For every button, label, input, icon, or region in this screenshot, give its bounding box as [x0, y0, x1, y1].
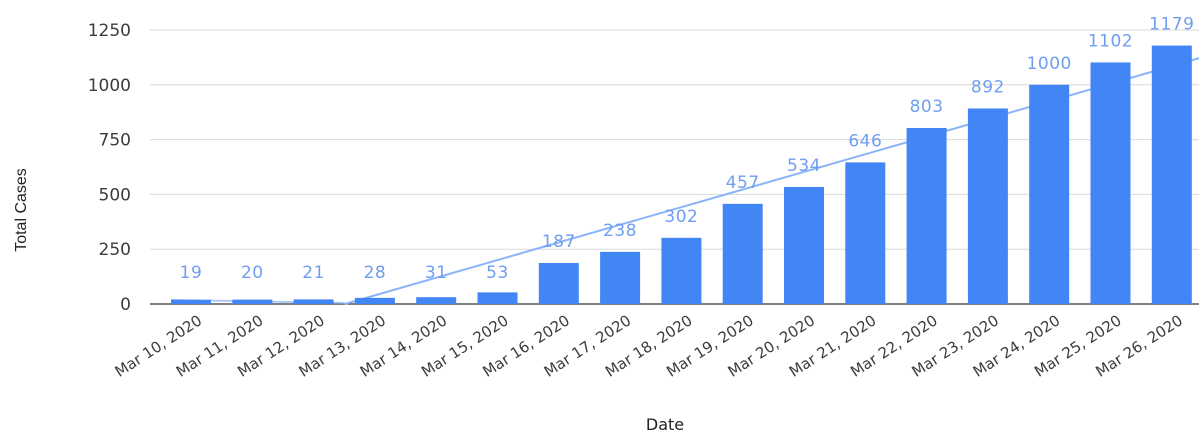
bar — [600, 251, 641, 304]
data-label: 646 — [848, 131, 882, 151]
data-label: 803 — [910, 97, 944, 117]
data-labels: 19 20 21 28 31 53 187 238 302 457 534 646 803 892 1000… — [180, 15, 1194, 283]
bar — [416, 297, 457, 304]
gridlines — [150, 29, 1199, 305]
y-tick-label: 0 — [120, 295, 131, 315]
data-label: 302 — [664, 207, 698, 227]
bar — [845, 162, 886, 304]
data-label: 187 — [542, 232, 576, 252]
bar — [784, 186, 824, 304]
bar — [722, 203, 763, 304]
data-label: 53 — [486, 263, 509, 283]
data-label: 28 — [364, 263, 387, 283]
y-axis-title: Total Cases — [13, 168, 30, 252]
bar — [171, 299, 211, 304]
data-label: 20 — [241, 263, 264, 283]
y-tick-label: 500 — [99, 185, 131, 205]
data-label: 1102 — [1088, 31, 1133, 51]
bar — [1090, 62, 1131, 304]
y-tick-label: 250 — [99, 240, 131, 260]
bar — [293, 299, 334, 304]
bar — [1151, 45, 1192, 304]
data-label: 457 — [726, 173, 760, 193]
data-label: 238 — [603, 221, 637, 241]
data-label: 19 — [180, 263, 203, 283]
bar — [967, 108, 1008, 304]
data-label: 1000 — [1027, 54, 1072, 74]
data-label: 21 — [302, 263, 325, 283]
bars — [171, 45, 1192, 305]
bar — [477, 292, 518, 304]
y-axis-ticks: 0 250 500 750 1000 1250 — [88, 21, 131, 315]
trendline — [344, 57, 1199, 305]
y-tick-label: 1000 — [88, 76, 131, 96]
y-tick-label: 750 — [99, 131, 131, 151]
x-axis-title: Date — [646, 415, 684, 434]
y-tick-label: 1250 — [88, 21, 131, 41]
bar — [354, 297, 395, 304]
bar — [538, 263, 579, 304]
data-label: 892 — [971, 77, 1005, 97]
data-label: 534 — [787, 156, 821, 176]
bar — [232, 299, 273, 304]
bar — [906, 127, 947, 305]
data-label: 31 — [425, 263, 448, 283]
bar — [661, 237, 702, 304]
bar — [1029, 84, 1070, 304]
data-label: 1179 — [1149, 15, 1194, 35]
